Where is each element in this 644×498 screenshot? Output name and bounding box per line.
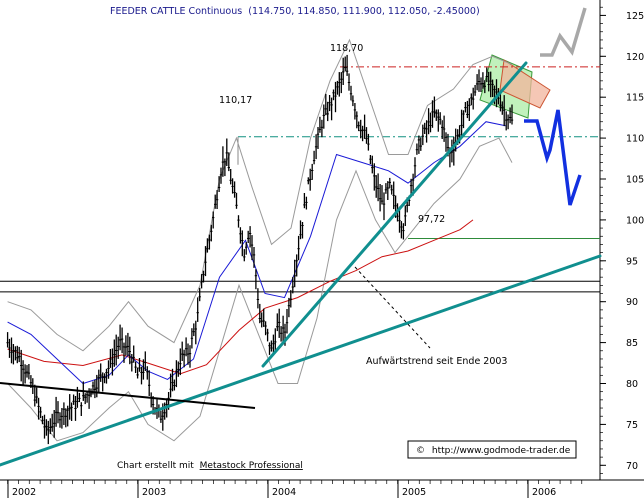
forecast-gray-path: [540, 7, 587, 57]
chart-title-values: (114.750, 114.850, 111.900, 112.050, -2.…: [248, 6, 479, 17]
price-label-high: 118,70: [330, 43, 363, 54]
x-tick-label: 2006: [532, 487, 556, 498]
x-tick-label: 2003: [142, 487, 166, 498]
x-tick-label: 2002: [12, 487, 36, 498]
x-tick-label: 2005: [402, 487, 426, 498]
watermark-frame: [407, 440, 577, 459]
y-tick-label: 70: [626, 461, 638, 472]
copyright-icon: ©: [416, 446, 425, 456]
chart-title: FEEDER CATTLE Continuous (114.750, 114.8…: [110, 6, 480, 17]
x-tick-label: 2004: [272, 487, 296, 498]
y-tick-label: 85: [626, 338, 638, 349]
upper-band-line: [7, 38, 513, 352]
channel-red-area: [499, 59, 551, 109]
lower-band-line: [7, 137, 513, 442]
y-tick-label: 115: [626, 93, 644, 104]
credit-prefix: Chart erstellt mit: [117, 461, 194, 471]
y-tick-label: 100: [626, 215, 644, 226]
trend-annotation: Aufwärtstrend seit Ende 2003: [366, 356, 507, 367]
y-tick-label: 105: [626, 175, 644, 186]
credit-software: Metastock Professional: [200, 461, 303, 471]
y-tick-label: 95: [626, 256, 638, 267]
watermark-box: © http://www.godmode-trader.de: [407, 440, 577, 459]
black-trend-line: [0, 382, 256, 409]
x-axis-ticks: 2002 2003 2004 2005 2006: [7, 480, 583, 498]
y-tick-label: 120: [626, 52, 644, 63]
annotation-dashed-pointer: [354, 266, 431, 349]
price-label-110: 110,17: [219, 95, 252, 106]
watermark-text: © http://www.godmode-trader.de: [416, 446, 571, 456]
y-tick-label: 125: [626, 11, 644, 22]
bollinger-bands: [7, 38, 513, 442]
y-axis-ticks: 125 120 115 110 105 100 95 90 85 80 75 70: [600, 6, 644, 474]
y-tick-label: 110: [626, 134, 644, 145]
ma-red-line: [7, 219, 474, 375]
y-tick-label: 75: [626, 420, 638, 431]
long-term-trend-line: [0, 254, 602, 467]
moving-averages: [7, 121, 506, 385]
y-tick-label: 90: [626, 297, 638, 308]
price-label-low: 97,72: [418, 214, 445, 225]
watermark-url: http://www.godmode-trader.de: [432, 446, 571, 456]
ma-blue-line: [7, 121, 506, 385]
uptrend-line-2003: [261, 61, 528, 368]
chart-credit: Chart erstellt mit Metastock Professiona…: [117, 461, 303, 471]
forecast-blue-path: [524, 109, 582, 206]
y-tick-label: 80: [626, 379, 638, 390]
chart-title-name: FEEDER CATTLE Continuous: [110, 6, 242, 17]
